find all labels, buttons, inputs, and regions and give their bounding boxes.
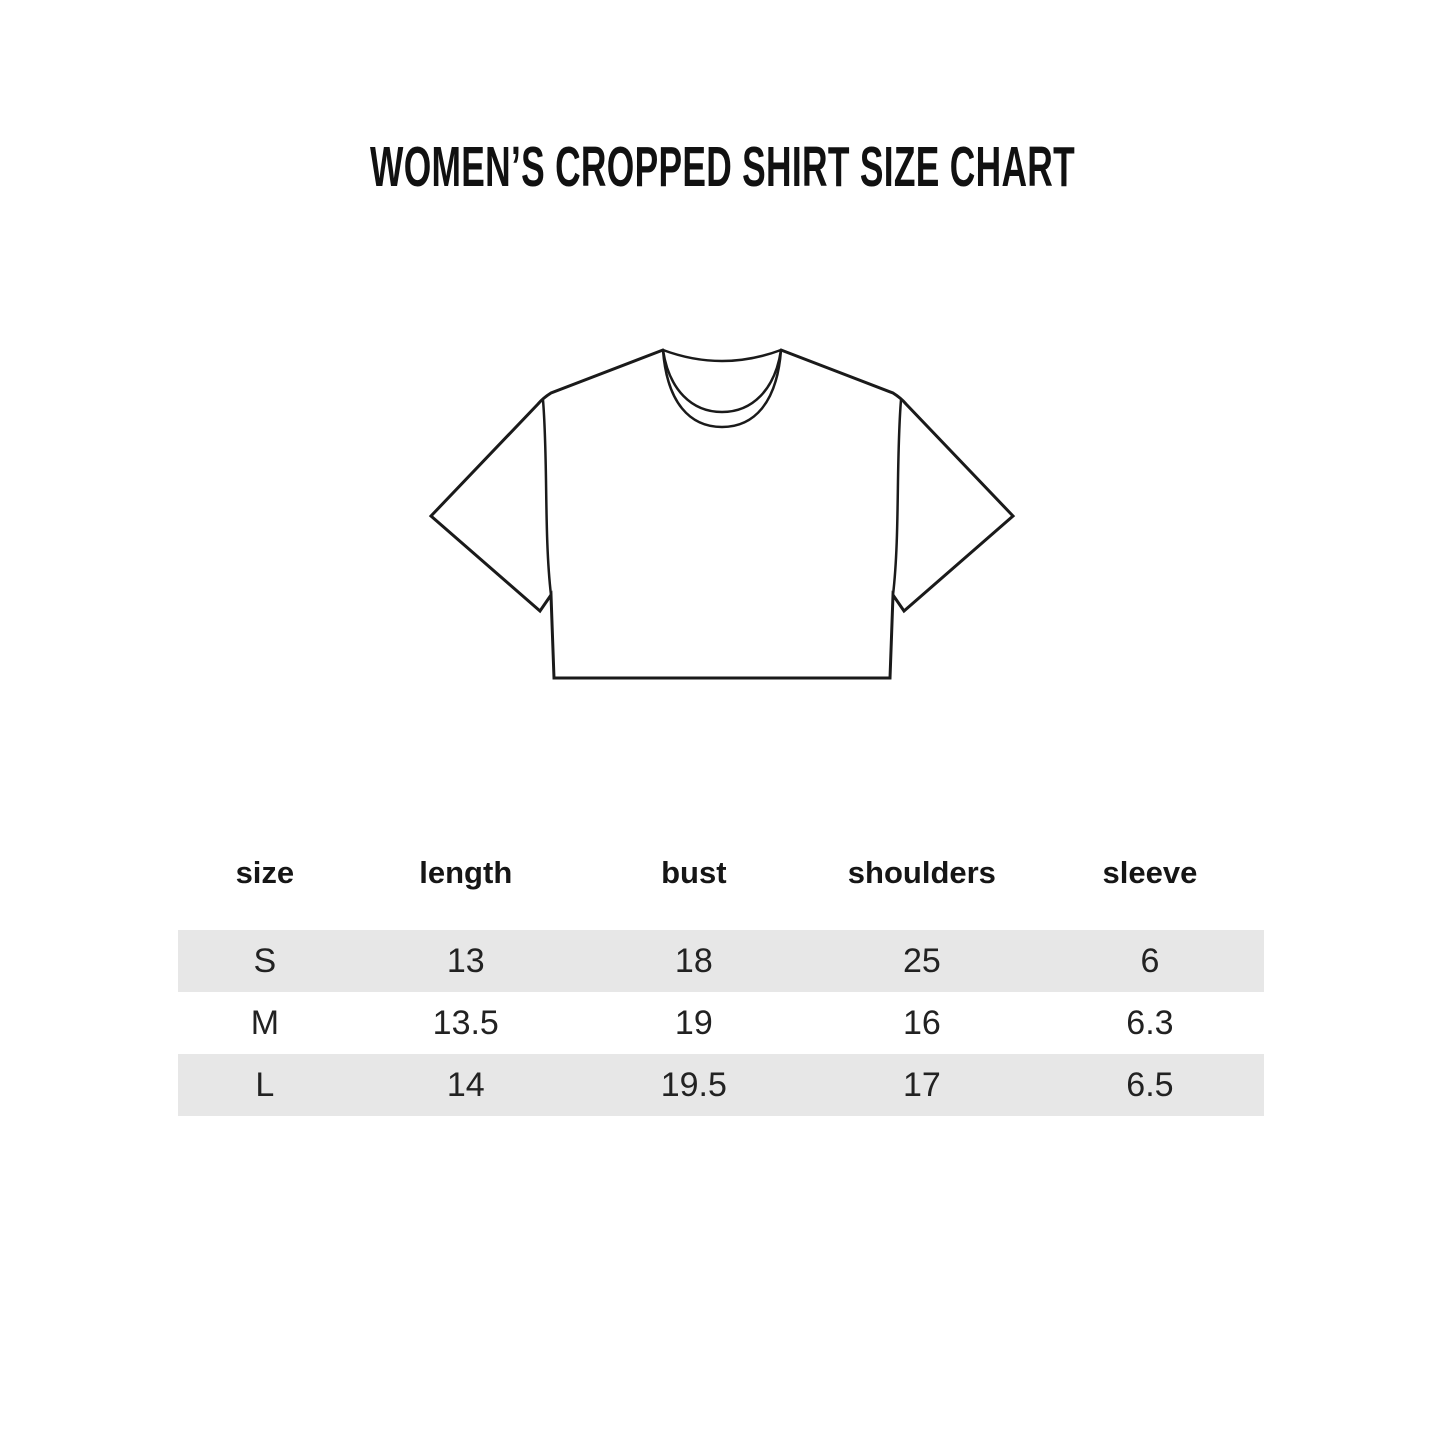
cell-bust: 19 — [674, 1003, 713, 1042]
page-title-text: WOMEN’S CROPPED SHIRT SIZE CHART — [370, 134, 1075, 199]
cell-shoulders: 16 — [902, 1003, 941, 1042]
column-header-length: length — [419, 855, 513, 890]
cell-sleeve: 6.3 — [1126, 1003, 1174, 1042]
size-table: size length bust shoulders sleeve S 13 1… — [178, 842, 1264, 1116]
cell-sleeve: 6.5 — [1126, 1065, 1174, 1104]
cell-shoulders: 25 — [902, 941, 941, 980]
column-header-shoulders: shoulders — [847, 855, 996, 890]
size-table-body: S 13 18 25 6 M 13.5 19 16 6.3 L 14 19.5 … — [178, 930, 1264, 1116]
collar-band-inner-line — [661, 348, 783, 414]
cell-sleeve: 6 — [1140, 941, 1160, 980]
table-row-m: M 13.5 19 16 6.3 — [178, 992, 1264, 1054]
cell-size: M — [250, 1003, 280, 1042]
cell-length: 14 — [446, 1065, 485, 1104]
cell-length: 13.5 — [432, 1003, 499, 1042]
cell-bust: 19.5 — [660, 1065, 727, 1104]
cell-length: 13 — [446, 941, 485, 980]
page-title: WOMEN’S CROPPED SHIRT SIZE CHART — [0, 136, 1445, 198]
armhole-seam-right — [891, 398, 903, 597]
table-row-s: S 13 18 25 6 — [178, 930, 1264, 992]
shirt-outline — [428, 348, 1016, 680]
column-header-sleeve: sleeve — [1102, 855, 1198, 890]
cropped-shirt-illustration — [397, 330, 1047, 690]
column-header-bust: bust — [661, 855, 727, 890]
table-row-l: L 14 19.5 17 6.5 — [178, 1054, 1264, 1116]
size-table-header-row: size length bust shoulders sleeve — [178, 842, 1264, 904]
column-header-size: size — [235, 855, 295, 890]
armhole-seam-left — [541, 398, 553, 597]
header-gap — [178, 904, 1264, 930]
cell-bust: 18 — [674, 941, 713, 980]
collar-band-outer-line — [661, 348, 783, 429]
collar-back-line — [661, 348, 783, 363]
cropped-shirt-svg — [428, 348, 1016, 680]
cell-shoulders: 17 — [902, 1065, 941, 1104]
cell-size: S — [253, 941, 277, 980]
cell-size: L — [255, 1065, 275, 1104]
